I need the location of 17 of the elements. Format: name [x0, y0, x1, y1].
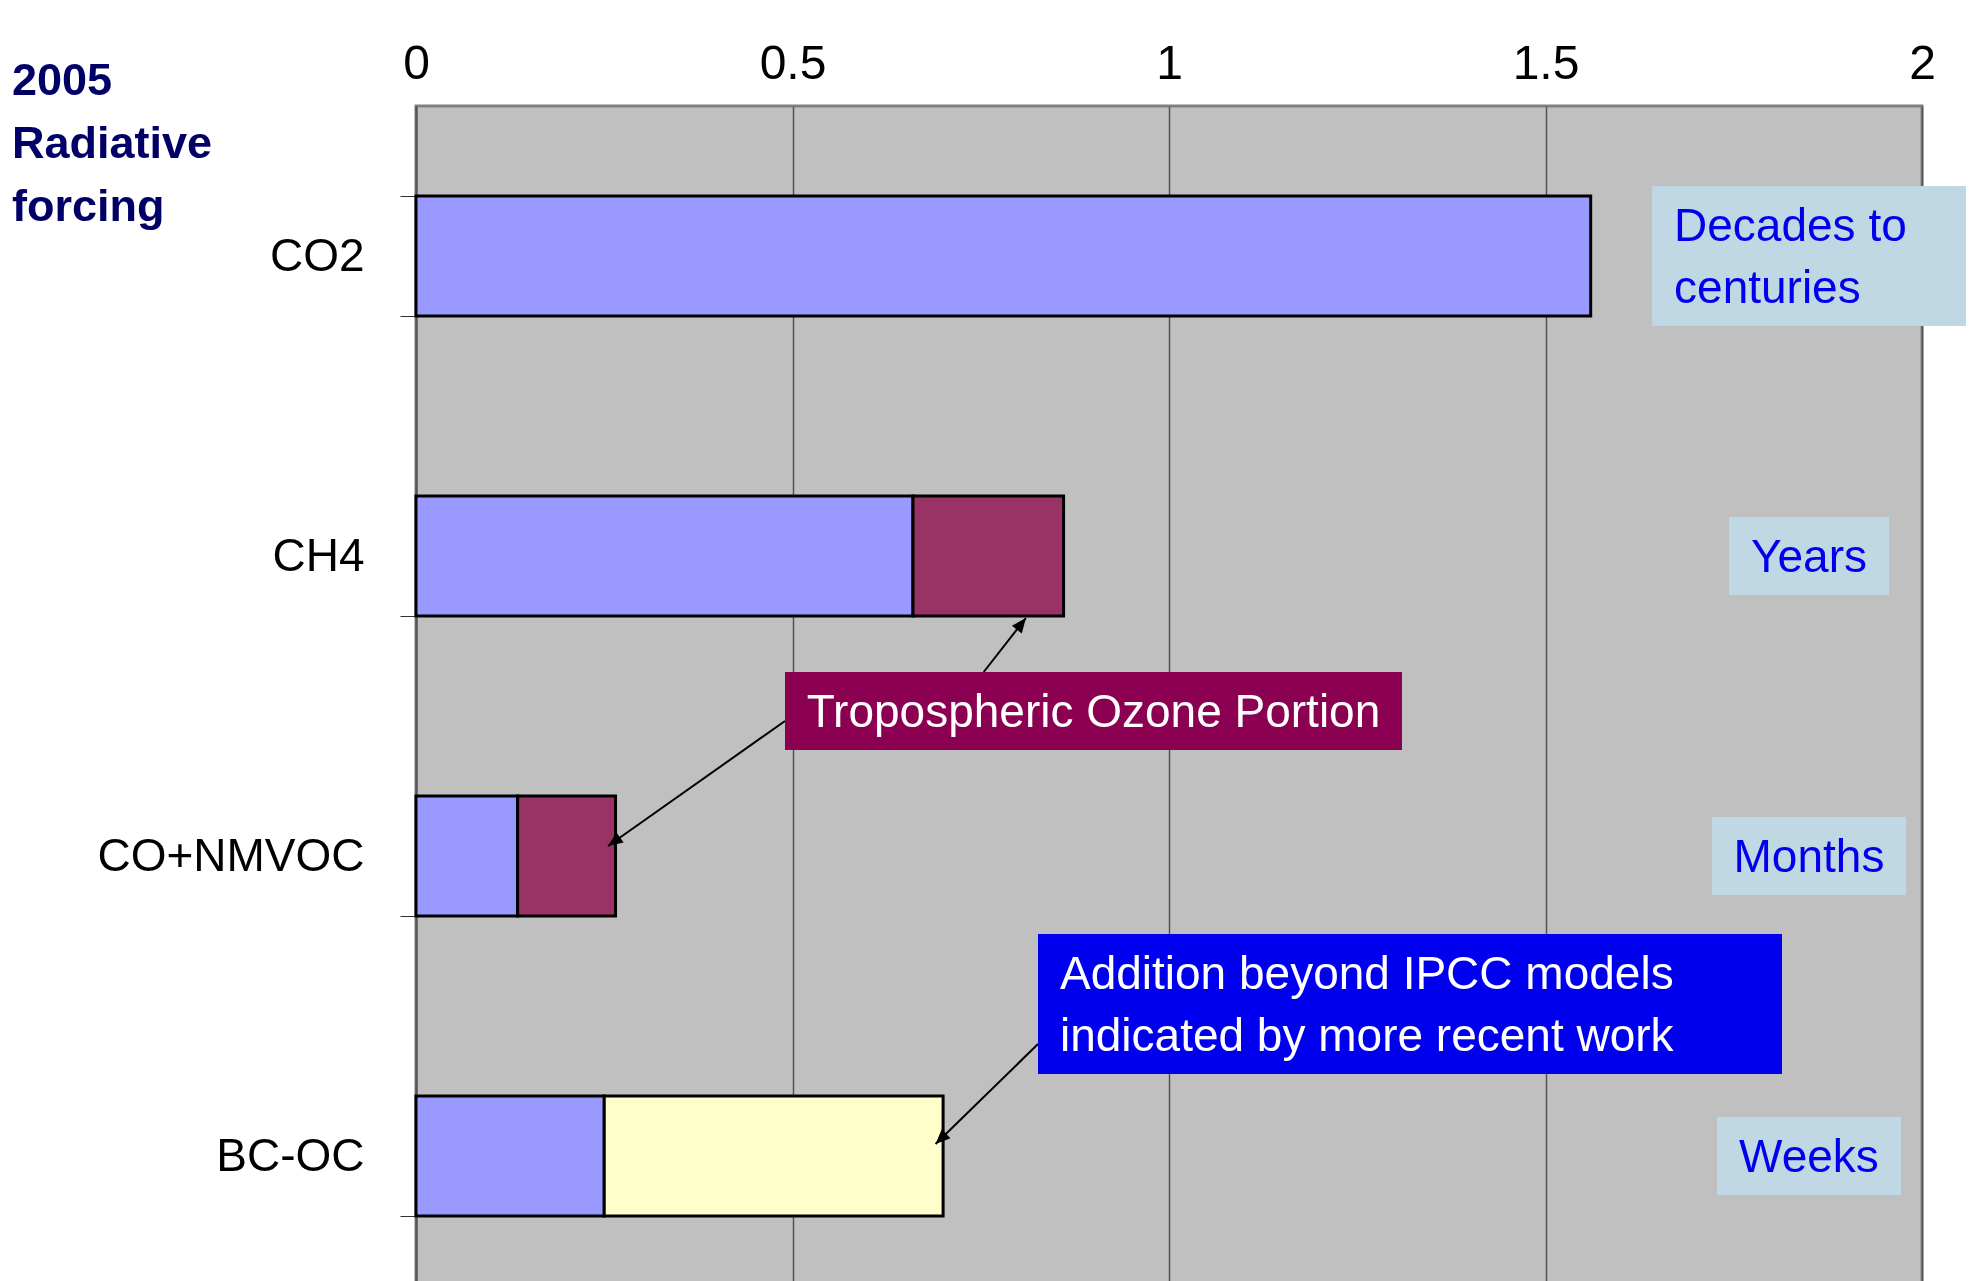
x-tick-label: 0	[403, 35, 430, 89]
y-tick-label: CH4	[272, 528, 365, 581]
x-tick-label: 2	[1909, 35, 1936, 89]
x-tick-label: 1	[1156, 35, 1183, 89]
text-box: Weeks	[1717, 1117, 1901, 1195]
text-box: Decades to centuries	[1652, 186, 1967, 326]
y-tick-label: BC-OC	[216, 1128, 365, 1181]
text-box: Months	[1711, 817, 1907, 895]
y-tick-label: CO+NMVOC	[97, 828, 365, 881]
text-box: Years	[1729, 517, 1889, 595]
x-tick-label: 0.5	[759, 35, 827, 89]
x-tick-label: 1.5	[1512, 35, 1580, 89]
text-box: Addition beyond IPCC models indicated by more recent work	[1037, 934, 1782, 1074]
text-box: Tropospheric Ozone Portion	[784, 672, 1403, 750]
chart-title: 2005 Radiative forcing	[12, 54, 213, 231]
bar	[414, 194, 1593, 318]
y-tick-label: CO2	[269, 228, 365, 281]
